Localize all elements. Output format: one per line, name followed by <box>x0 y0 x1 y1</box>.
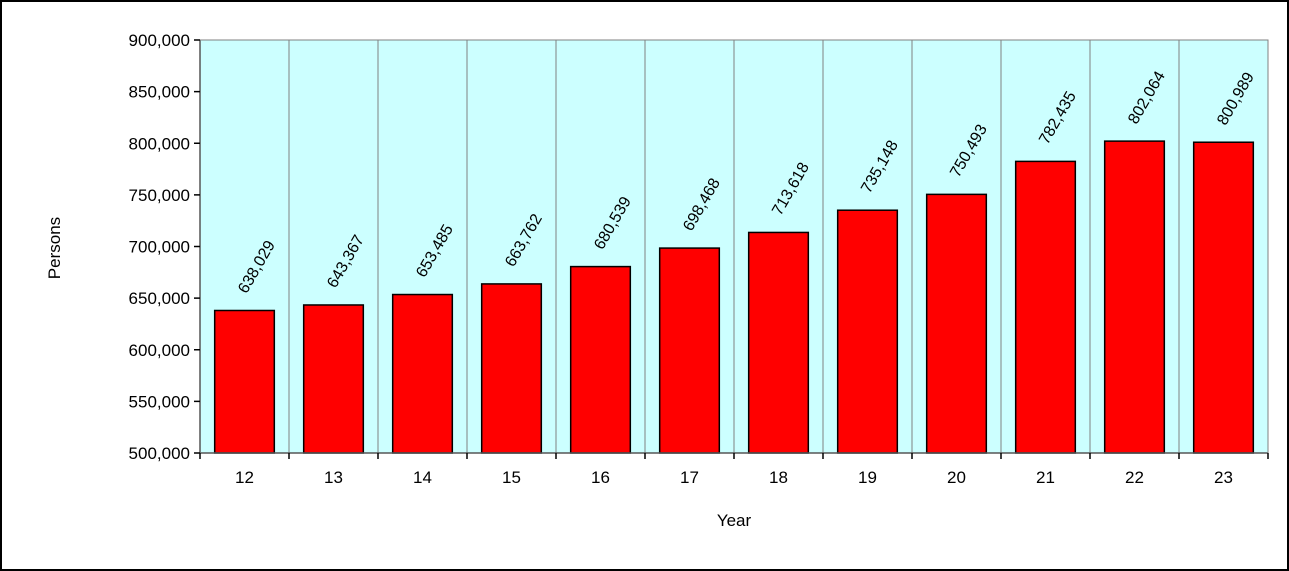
y-tick-label: 900,000 <box>129 31 190 50</box>
bar <box>1103 140 1166 454</box>
x-tick-label: 13 <box>324 468 343 487</box>
bar <box>213 309 276 454</box>
x-tick-label: 15 <box>502 468 521 487</box>
bar <box>480 283 543 454</box>
x-tick-label: 18 <box>769 468 788 487</box>
bar <box>1192 141 1255 454</box>
category-gridlines <box>288 40 1180 453</box>
x-tick-label: 16 <box>591 468 610 487</box>
y-tick-label: 650,000 <box>129 289 190 308</box>
x-tick-label: 20 <box>947 468 966 487</box>
y-tick-label: 700,000 <box>129 238 190 257</box>
bar <box>836 209 899 454</box>
x-axis-label: Year <box>717 511 752 530</box>
x-tick-label: 14 <box>413 468 432 487</box>
y-tick-label: 500,000 <box>129 444 190 463</box>
y-tick-label: 850,000 <box>129 83 190 102</box>
x-tick-label: 23 <box>1214 468 1233 487</box>
x-tick-label: 19 <box>858 468 877 487</box>
bar <box>1014 160 1077 454</box>
bar <box>747 231 810 454</box>
x-tick-label: 17 <box>680 468 699 487</box>
y-axis-label: Persons <box>45 217 64 279</box>
x-tick-label: 12 <box>235 468 254 487</box>
bar-series <box>213 140 1255 454</box>
x-tick-label: 21 <box>1036 468 1055 487</box>
x-axis-ticks: 12 13 14 15 16 17 18 19 20 21 22 23 <box>199 453 1269 487</box>
bar <box>302 304 365 454</box>
y-axis-ticks: 500,000 550,000 600,000 650,000 700,000 750,0… <box>129 31 200 463</box>
x-tick-label: 22 <box>1125 468 1144 487</box>
bar <box>925 193 988 454</box>
y-tick-label: 550,000 <box>129 392 190 411</box>
bar <box>569 265 632 454</box>
y-tick-label: 800,000 <box>129 134 190 153</box>
y-tick-label: 600,000 <box>129 341 190 360</box>
bar <box>391 293 454 454</box>
y-tick-label: 750,000 <box>129 186 190 205</box>
bar <box>658 247 721 454</box>
